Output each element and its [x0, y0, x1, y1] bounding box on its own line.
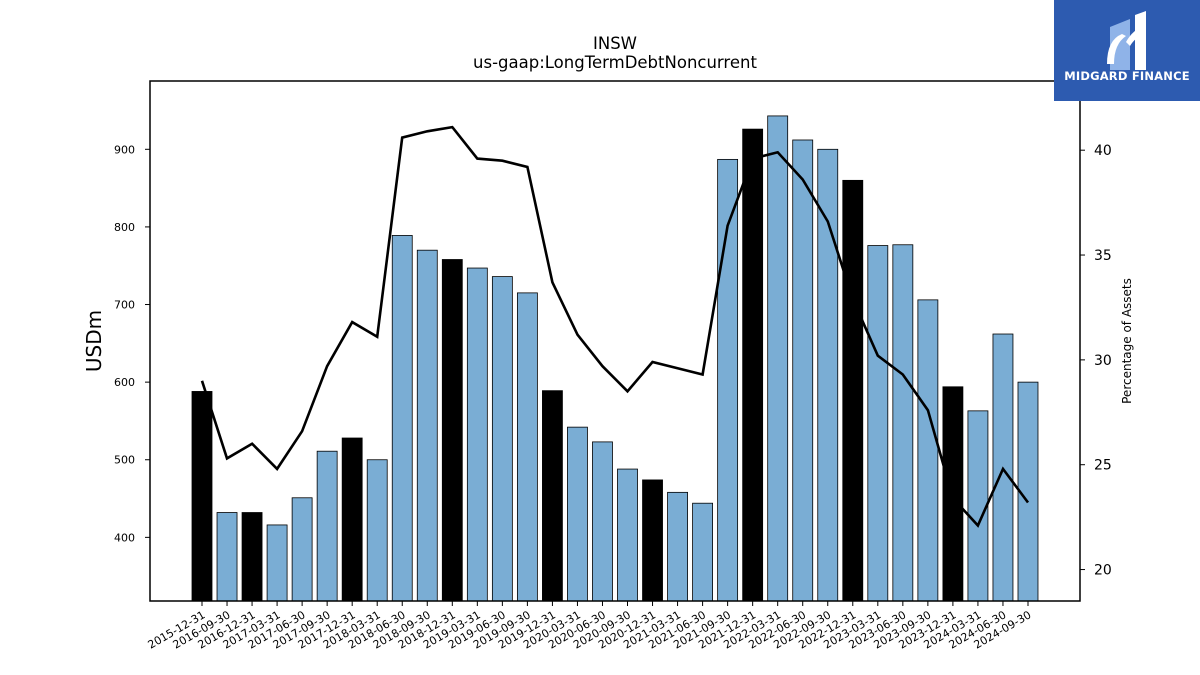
bar — [767, 115, 789, 602]
bar — [241, 512, 263, 602]
y-axis-ticks: 400 500 600 700 800 900 — [114, 143, 150, 544]
bar — [617, 468, 638, 602]
chart-title: INSW — [593, 34, 637, 53]
bar — [542, 390, 563, 602]
y2-tick-label: 25 — [1094, 458, 1112, 474]
bar — [967, 410, 989, 602]
bar — [191, 391, 213, 602]
bar — [917, 299, 939, 602]
bar — [216, 512, 238, 602]
bar — [667, 491, 688, 602]
y-tick-label: 600 — [114, 376, 135, 389]
y-tick-label: 800 — [114, 221, 135, 234]
y2-tick-label: 30 — [1094, 353, 1112, 369]
y-tick-label: 900 — [114, 143, 135, 156]
bar — [642, 479, 663, 602]
y-tick-label: 500 — [114, 454, 135, 467]
bar — [867, 245, 889, 602]
logo-text: MIDGARD FINANCE — [1064, 69, 1190, 83]
bar — [592, 441, 613, 602]
bar — [316, 450, 338, 602]
bar — [842, 179, 864, 602]
bar — [516, 292, 538, 602]
bar — [391, 235, 413, 602]
y2-axis-ticks: 20 25 30 35 40 — [1080, 143, 1112, 579]
y-tick-label: 400 — [114, 531, 135, 544]
y2-axis-label: Percentage of Assets — [1120, 278, 1134, 404]
bar — [416, 249, 438, 602]
bar — [792, 139, 814, 602]
bar — [466, 267, 488, 602]
bar — [341, 437, 363, 602]
plot-frame — [149, 80, 1081, 602]
percentage-of-assets-line — [200, 125, 1030, 528]
bar — [567, 426, 588, 602]
bar — [366, 459, 388, 602]
midgard-logo-icon — [1107, 11, 1146, 70]
bar — [742, 128, 764, 602]
bars — [191, 115, 1039, 602]
bar — [291, 497, 313, 602]
y-tick-label: 700 — [114, 299, 135, 312]
bar — [817, 148, 839, 602]
bar — [266, 524, 288, 602]
x-axis-ticks: 2015-12-312016-09-302016-12-312017-03-31… — [146, 601, 1033, 652]
bar — [892, 244, 914, 602]
brand-logo: MIDGARD FINANCE — [1054, 0, 1200, 101]
y2-tick-label: 40 — [1094, 143, 1112, 159]
y2-tick-label: 35 — [1094, 248, 1112, 264]
chart-subtitle: us-gaap:LongTermDebtNoncurrent — [473, 53, 757, 72]
bar — [491, 276, 513, 602]
bar — [441, 259, 463, 602]
bar — [692, 502, 713, 602]
y-axis-label: USDm — [82, 310, 106, 372]
y2-tick-label: 20 — [1094, 563, 1112, 579]
